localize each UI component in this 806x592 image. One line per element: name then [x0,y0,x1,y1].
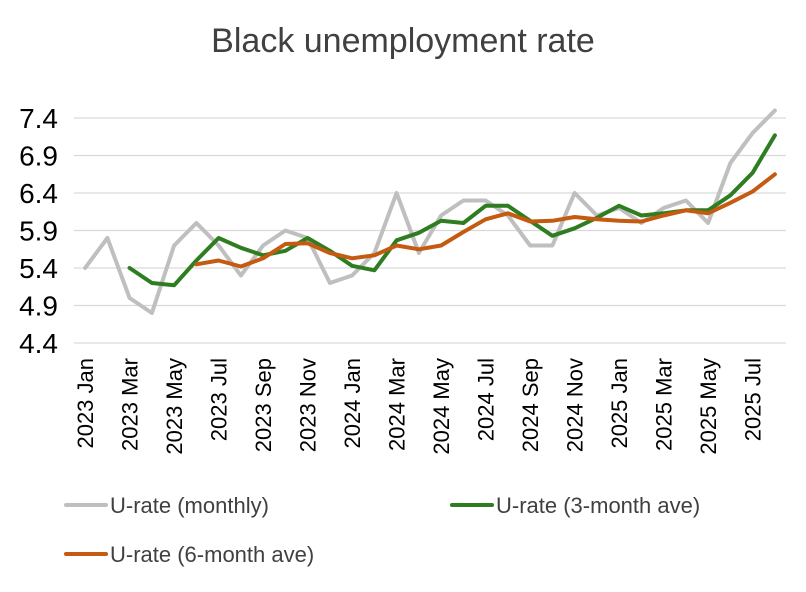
x-tick-label: 2023 Jan [73,358,98,449]
x-tick-label: 2024 Jul [474,358,499,441]
legend-label-2: U-rate (3-month ave) [496,493,700,518]
x-tick-label: 2023 Mar [118,358,143,451]
y-tick-label: 5.9 [19,216,58,247]
y-tick-label: 6.9 [19,141,58,172]
series-line-1 [83,108,777,315]
chart-title: Black unemployment rate [211,22,595,60]
x-tick-label: 2023 Sep [251,358,276,452]
series-line-3 [194,172,777,269]
x-tick-label: 2025 Mar [652,358,677,451]
y-tick-label: 6.4 [19,178,58,209]
gridlines [74,117,786,344]
y-tick-label: 4.4 [19,328,58,359]
series-lines [83,108,777,315]
x-axis-ticks: 2023 Jan 2023 Mar 2023 May 2023 Jul 2023 Sep… [73,358,766,455]
x-tick-label: 2023 Nov [296,358,321,452]
x-tick-label: 2024 Nov [563,358,588,452]
y-tick-label: 7.4 [19,103,58,134]
legend-label-3: U-rate (6-month ave) [110,542,314,567]
x-tick-label: 2024 Sep [518,358,543,452]
y-tick-label: 4.9 [19,291,58,322]
x-tick-label: 2023 May [162,358,187,455]
legend: U-rate (monthly) U-rate (3-month ave) U-ra… [64,493,700,567]
y-tick-label: 5.4 [19,253,58,284]
x-tick-label: 2024 Mar [385,358,410,451]
x-tick-label: 2025 Jul [741,358,766,441]
x-tick-label: 2024 Jan [340,358,365,449]
x-tick-label: 2023 Jul [207,358,232,441]
x-tick-label: 2025 May [696,358,721,455]
legend-label-1: U-rate (monthly) [110,493,269,518]
x-tick-label: 2025 Jan [607,358,632,449]
y-axis-ticks: 7.4 6.9 6.4 5.9 5.4 4.9 4.4 [19,103,58,359]
x-tick-label: 2024 May [429,358,454,455]
